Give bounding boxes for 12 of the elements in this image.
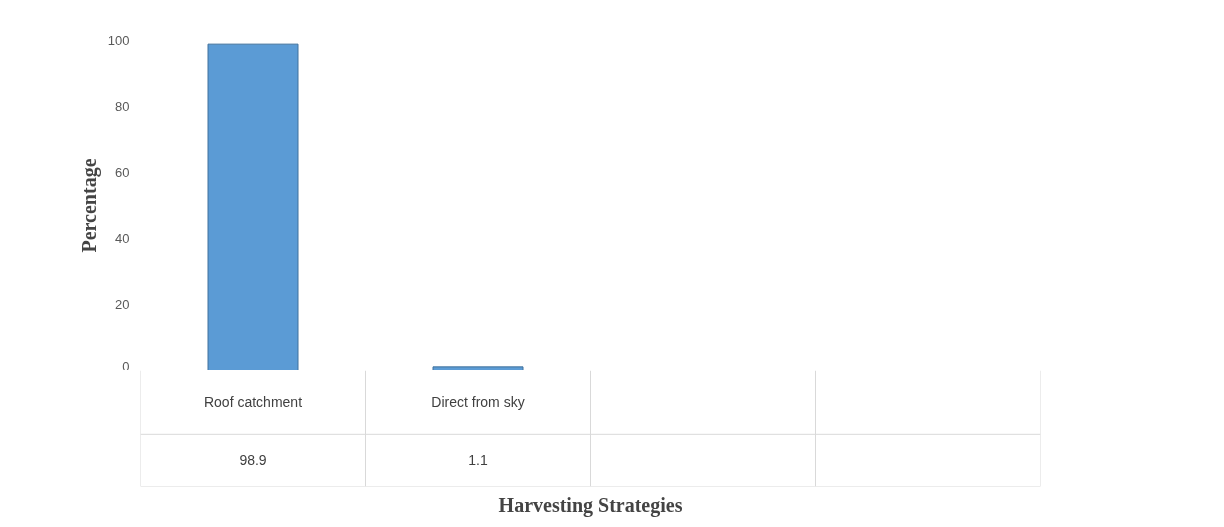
x-tick-label: Direct from sky (431, 394, 525, 411)
y-tick-label: 80 (115, 99, 130, 114)
x-axis-title: Harvesting Strategies (498, 493, 683, 517)
x-tick-label: Roof catchment (203, 394, 303, 411)
y-tick-label: 20 (115, 297, 130, 312)
data-label: 98.9 (239, 452, 267, 469)
data-label: 1.1 (468, 452, 488, 469)
y-axis-title: Percentage (77, 158, 101, 253)
y-tick-label: 100 (107, 33, 130, 48)
y-tick-label: 0 (122, 358, 130, 374)
y-tick-label: 40 (115, 231, 130, 246)
y-tick-label: 60 (115, 165, 130, 180)
